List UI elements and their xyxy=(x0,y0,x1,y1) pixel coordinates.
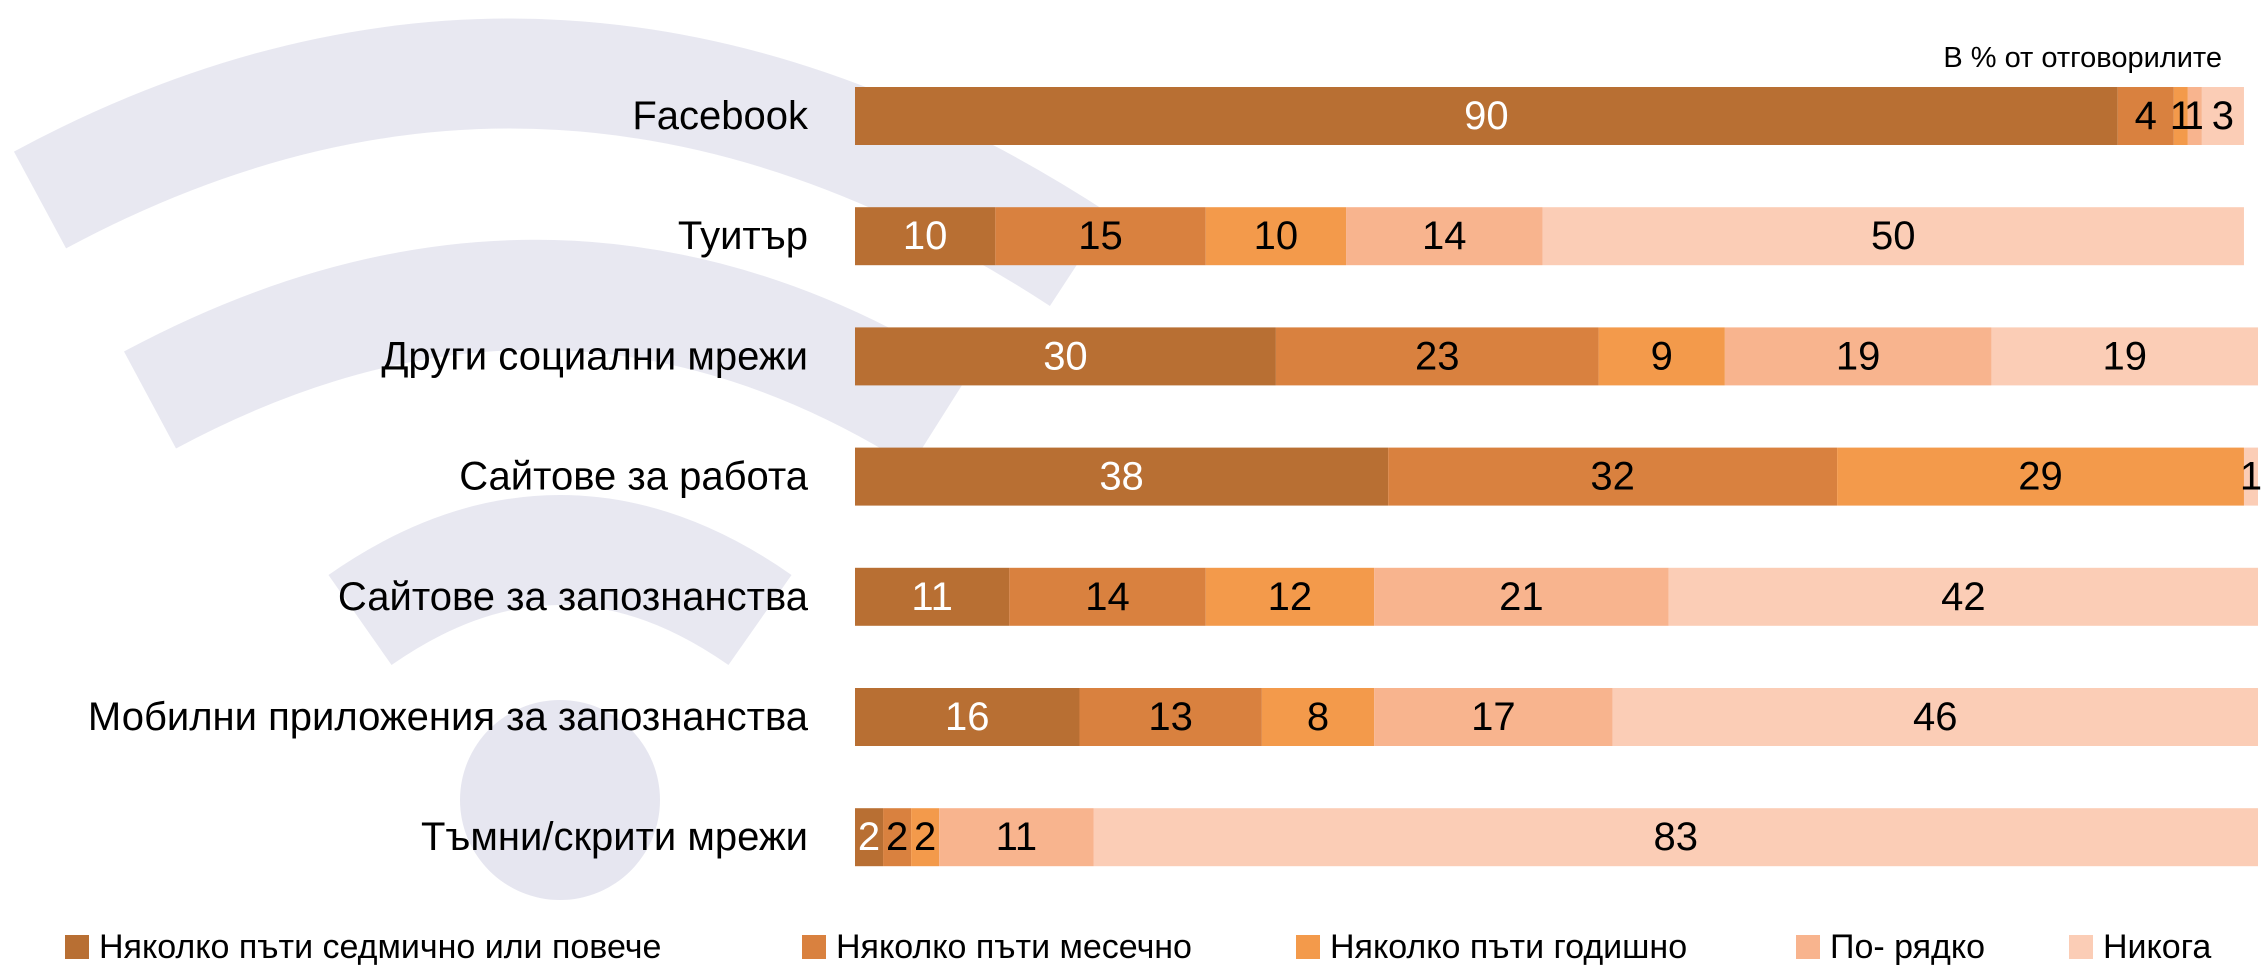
legend-swatch xyxy=(1296,935,1320,959)
category-label: Сайтове за запознанства xyxy=(338,575,809,619)
category-label: Други социални мрежи xyxy=(381,334,808,378)
legend-label: Няколко пъти годишно xyxy=(1330,928,1687,965)
data-label: 15 xyxy=(1078,214,1123,258)
legend-swatch xyxy=(2069,935,2093,959)
data-label: 2 xyxy=(886,815,908,859)
category-label: Сайтове за работа xyxy=(459,455,809,499)
data-label: 32 xyxy=(1590,455,1635,499)
chart: В % от отговорилите Facebook904113Туитър… xyxy=(0,0,2266,965)
legend-label: По- рядко xyxy=(1830,928,1985,965)
legend-label: Няколко пъти месечно xyxy=(836,928,1192,965)
category-label: Мобилни приложения за запознанства xyxy=(88,695,809,739)
category-label: Тъмни/скрити мрежи xyxy=(421,815,808,859)
category-label: Туитър xyxy=(678,214,808,258)
legend-label: Никога xyxy=(2103,928,2211,965)
note: В % от отговорилите xyxy=(1943,42,2222,74)
data-label: 12 xyxy=(1268,575,1313,619)
data-label: 83 xyxy=(1654,815,1699,859)
data-label: 14 xyxy=(1085,575,1130,619)
data-label: 10 xyxy=(903,214,948,258)
data-label: 13 xyxy=(1148,695,1193,739)
data-label: 1 xyxy=(2240,455,2262,499)
data-label: 30 xyxy=(1043,334,1088,378)
data-label: 42 xyxy=(1941,575,1986,619)
category-label: Facebook xyxy=(632,94,809,138)
legend-swatch xyxy=(802,935,826,959)
data-label: 19 xyxy=(1836,334,1881,378)
legend-swatch xyxy=(65,935,89,959)
data-label: 11 xyxy=(911,575,953,619)
data-label: 9 xyxy=(1651,334,1673,378)
data-label: 23 xyxy=(1415,334,1460,378)
data-label: 16 xyxy=(945,695,990,739)
legend-swatch xyxy=(1796,935,1820,959)
data-label: 90 xyxy=(1464,94,1509,138)
data-label: 19 xyxy=(2102,334,2147,378)
data-label: 21 xyxy=(1499,575,1544,619)
data-label: 3 xyxy=(2212,94,2234,138)
data-label: 46 xyxy=(1913,695,1958,739)
data-label: 50 xyxy=(1871,214,1916,258)
data-label: 11 xyxy=(996,815,1038,859)
legend-label: Няколко пъти седмично или повече xyxy=(99,928,661,965)
data-label: 8 xyxy=(1307,695,1329,739)
data-label: 2 xyxy=(914,815,936,859)
data-label: 38 xyxy=(1099,455,1144,499)
data-label: 17 xyxy=(1471,695,1516,739)
data-label: 29 xyxy=(2018,455,2063,499)
data-label: 2 xyxy=(858,815,880,859)
data-label: 10 xyxy=(1254,214,1299,258)
data-label: 4 xyxy=(2135,94,2157,138)
data-label: 14 xyxy=(1422,214,1467,258)
